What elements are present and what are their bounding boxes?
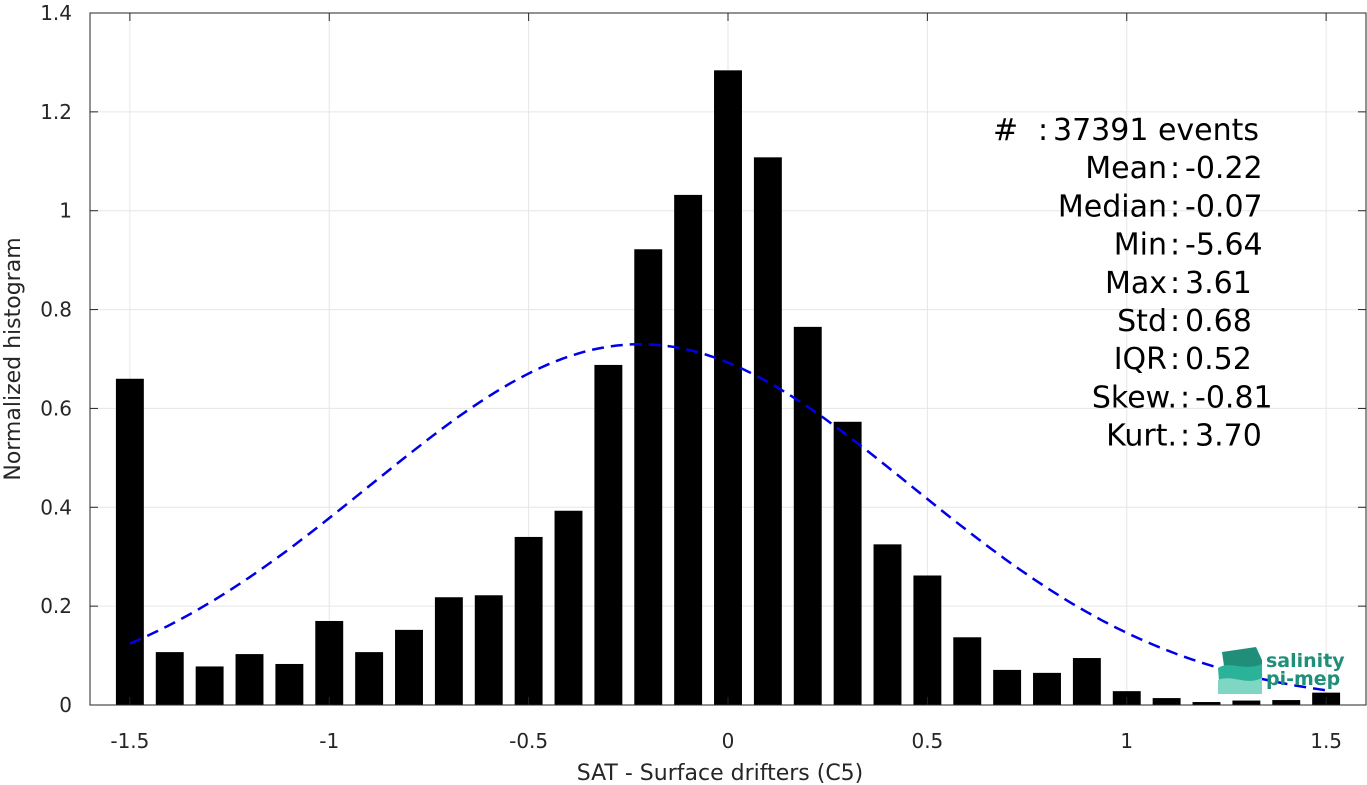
stat-label-5: Std xyxy=(1117,304,1167,339)
y-tick-label-0: 0 xyxy=(59,693,72,717)
histogram-bar-3 xyxy=(235,654,264,705)
stat-sep-7: : xyxy=(1180,380,1190,415)
histogram-bar-14 xyxy=(674,194,703,705)
stat-value-4: 3.61 xyxy=(1185,266,1252,301)
x-tick-label-3: 0 xyxy=(722,729,735,753)
histogram-bar-22 xyxy=(993,669,1022,705)
stat-sep-0: : xyxy=(1038,113,1048,148)
histogram-bar-18 xyxy=(833,421,862,705)
stat-value-1: -0.22 xyxy=(1185,151,1263,186)
histogram-bar-11 xyxy=(554,510,583,705)
y-tick-label-3: 0.6 xyxy=(40,396,72,420)
histogram-bar-19 xyxy=(873,544,902,705)
histogram-bar-9 xyxy=(474,595,503,705)
histogram-bar-23 xyxy=(1033,672,1061,705)
logo-line2: pi-mep xyxy=(1266,668,1340,690)
stat-value-8: 3.70 xyxy=(1195,419,1262,454)
y-axis-label: Normalized histogram xyxy=(1,237,26,480)
stat-label-7: Skew. xyxy=(1092,380,1177,415)
y-tick-label-5: 1 xyxy=(59,199,72,223)
histogram-bar-10 xyxy=(514,536,543,705)
histogram-bar-27 xyxy=(1192,702,1221,705)
histogram-bar-1 xyxy=(155,652,184,705)
y-tick-label-1: 0.2 xyxy=(40,594,72,618)
histogram-bar-0 xyxy=(115,378,144,705)
histogram-bar-17 xyxy=(793,326,822,705)
histogram-bars xyxy=(115,70,1341,706)
stat-sep-3: : xyxy=(1170,228,1180,263)
x-tick-label-1: -1 xyxy=(319,729,339,753)
stat-label-1: Mean xyxy=(1085,151,1167,186)
x-tick-label-0: -1.5 xyxy=(110,729,149,753)
histogram-bar-5 xyxy=(315,620,344,705)
histogram-bar-15 xyxy=(714,70,742,705)
stat-label-4: Max xyxy=(1105,266,1167,301)
x-axis-label: SAT - Surface drifters (C5) xyxy=(577,761,864,785)
x-tick-label-4: 0.5 xyxy=(911,729,943,753)
histogram-bar-8 xyxy=(434,597,463,705)
axis-ticks xyxy=(90,12,1366,706)
histogram-bar-4 xyxy=(275,663,304,705)
histogram-bar-6 xyxy=(355,652,384,705)
normal-fit-curve xyxy=(129,342,1327,692)
salinity-pi-mep-logo: salinity pi-mep xyxy=(1218,647,1345,694)
stat-value-0: 37391 events xyxy=(1053,113,1259,148)
stat-label-8: Kurt. xyxy=(1106,419,1177,454)
stat-label-3: Min xyxy=(1114,228,1167,263)
histogram-bar-2 xyxy=(195,666,224,705)
histogram-bar-21 xyxy=(953,637,982,705)
histogram-bar-20 xyxy=(913,575,942,705)
histogram-bar-29 xyxy=(1272,700,1301,705)
histogram-bar-16 xyxy=(753,157,782,705)
stat-value-2: -0.07 xyxy=(1185,189,1263,224)
logo-wave-icon xyxy=(1218,647,1262,694)
axis-tick-labels: -1.5 -1 -0.5 0 0.5 1 1.5 0 0.2 0.4 0.6 0.8 1 1.2 1.4 xyxy=(40,1,1342,753)
stat-sep-4: : xyxy=(1170,266,1180,301)
histogram-bar-28 xyxy=(1232,700,1261,705)
stat-value-3: -5.64 xyxy=(1185,228,1263,263)
stat-value-7: -0.81 xyxy=(1195,380,1273,415)
stat-value-5: 0.68 xyxy=(1185,304,1252,339)
histogram-bar-7 xyxy=(395,629,423,705)
histogram-bar-13 xyxy=(634,249,663,706)
x-tick-label-6: 1.5 xyxy=(1310,729,1342,753)
stat-sep-6: : xyxy=(1170,342,1180,377)
x-tick-label-5: 1 xyxy=(1120,729,1133,753)
logo-line1: salinity xyxy=(1266,650,1345,672)
y-tick-label-4: 0.8 xyxy=(40,298,72,322)
histogram-bar-24 xyxy=(1072,658,1101,705)
stat-value-6: 0.52 xyxy=(1185,342,1252,377)
y-tick-label-6: 1.2 xyxy=(40,100,72,124)
stat-sep-8: : xyxy=(1180,419,1190,454)
y-tick-label-2: 0.4 xyxy=(40,495,72,519)
stat-label-0: # xyxy=(993,113,1018,148)
stat-label-2: Median xyxy=(1058,189,1167,224)
histogram-bar-26 xyxy=(1152,698,1181,705)
histogram-bar-12 xyxy=(594,364,623,705)
stat-sep-5: : xyxy=(1170,304,1180,339)
stat-label-6: IQR xyxy=(1114,342,1167,377)
stat-sep-2: : xyxy=(1170,189,1180,224)
stat-sep-1: : xyxy=(1170,151,1180,186)
x-tick-label-2: -0.5 xyxy=(509,729,548,753)
y-tick-label-7: 1.4 xyxy=(40,1,72,25)
